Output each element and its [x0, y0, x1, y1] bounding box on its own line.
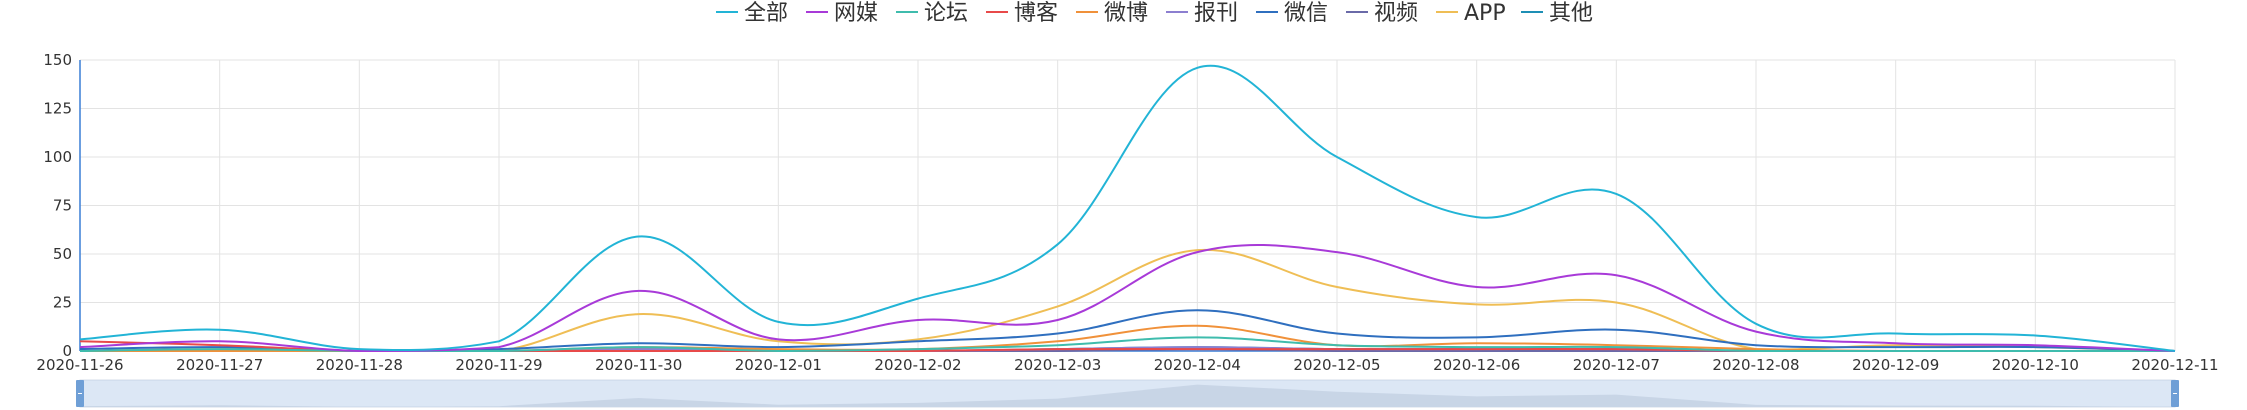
legend-item[interactable]: 全部 — [716, 1, 788, 26]
series-lines — [79, 64, 2176, 353]
legend-item[interactable]: 报刊 — [1166, 1, 1238, 26]
series-line-全部 — [79, 64, 2176, 352]
zoom-preview — [80, 384, 2175, 407]
y-tick-label: 125 — [43, 100, 72, 118]
legend-item[interactable]: 微信 — [1256, 1, 1328, 26]
data-zoom-slider[interactable] — [76, 379, 2179, 408]
legend-label: 微信 — [1284, 1, 1328, 26]
legend-item[interactable]: 其他 — [1521, 1, 1593, 26]
zoom-selection[interactable] — [80, 380, 2175, 407]
legend-label: 博客 — [1014, 1, 1058, 26]
legend-label: 全部 — [744, 1, 788, 26]
x-tick-label: 2020-11-27 — [176, 356, 263, 374]
legend-label: APP — [1464, 1, 1506, 26]
y-tick-label: 150 — [43, 51, 72, 69]
y-tick-label: 25 — [53, 294, 72, 312]
x-tick-label: 2020-12-04 — [1154, 356, 1241, 374]
legend-item[interactable]: 论坛 — [896, 1, 968, 26]
x-tick-label: 2020-12-03 — [1014, 356, 1101, 374]
x-tick-label: 2020-12-02 — [874, 356, 961, 374]
x-tick-label: 2020-11-28 — [316, 356, 403, 374]
legend-item[interactable]: 博客 — [986, 1, 1058, 26]
series-line-网媒 — [79, 243, 2176, 353]
y-tick-label: 75 — [53, 197, 72, 215]
y-tick-label: 100 — [43, 148, 72, 166]
series-line-APP — [79, 248, 2176, 353]
x-tick-label: 2020-12-11 — [2131, 356, 2218, 374]
legend-label: 论坛 — [924, 1, 968, 26]
series-line-微信 — [79, 309, 2176, 353]
x-tick-label: 2020-11-26 — [36, 356, 123, 374]
legend-label: 微博 — [1104, 1, 1148, 26]
legend[interactable]: 全部 网媒 论坛 博客 微博 报刊 微信 视频 APP 其他 — [716, 1, 1593, 26]
legend-label: 网媒 — [834, 1, 878, 26]
x-tick-label: 2020-12-08 — [1712, 356, 1799, 374]
x-tick-label: 2020-11-30 — [595, 356, 682, 374]
legend-label: 其他 — [1549, 1, 1593, 26]
y-axis: 0 25 50 75 100 125 150 — [43, 51, 81, 360]
x-tick-label: 2020-12-07 — [1573, 356, 1660, 374]
legend-label: 报刊 — [1194, 1, 1238, 26]
legend-item[interactable]: APP — [1436, 1, 1506, 26]
x-tick-label: 2020-11-29 — [455, 356, 542, 374]
y-tick-label: 0 — [62, 342, 72, 360]
legend-item[interactable]: 微博 — [1076, 1, 1148, 26]
legend-item[interactable]: 网媒 — [806, 1, 878, 26]
grid — [79, 59, 2176, 352]
x-tick-label: 2020-12-10 — [1992, 356, 2079, 374]
x-axis: 2020-11-26 2020-11-27 2020-11-28 2020-11-29… — [36, 350, 2219, 374]
y-tick-label: 50 — [53, 245, 72, 263]
legend-item[interactable]: 视频 — [1346, 1, 1418, 26]
x-tick-label: 2020-12-09 — [1852, 356, 1939, 374]
legend-label: 视频 — [1374, 1, 1418, 26]
x-tick-label: 2020-12-01 — [735, 356, 822, 374]
x-tick-label: 2020-12-06 — [1433, 356, 1520, 374]
x-tick-label: 2020-12-05 — [1293, 356, 1380, 374]
